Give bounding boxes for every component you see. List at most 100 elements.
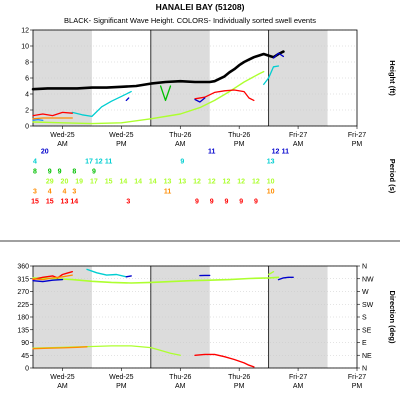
compass-tick-label: NW xyxy=(362,276,374,283)
period-value: 3 xyxy=(72,189,76,196)
x-tick-day: Thu-26 xyxy=(169,132,191,139)
x-tick-ampm: PM xyxy=(234,383,245,390)
series-line-2-1 xyxy=(267,271,275,276)
compass-tick-label: S xyxy=(362,315,367,322)
period-value: 12 xyxy=(237,179,245,186)
period-value: 4 xyxy=(33,159,37,166)
period-value: 12 xyxy=(193,179,201,186)
period-value: 11 xyxy=(208,149,216,156)
period-value: 3 xyxy=(33,189,37,196)
period-value: 17 xyxy=(90,179,98,186)
period-value: 12 xyxy=(272,149,280,156)
x-tick-ampm: AM xyxy=(293,141,304,148)
period-value: 12 xyxy=(95,159,103,166)
period-value: 29 xyxy=(46,179,54,186)
y-tick-label: 0 xyxy=(25,124,29,131)
series-line-2-10 xyxy=(32,346,88,350)
series-line-1-3 xyxy=(263,65,280,86)
y-axis-label: Direction (deg) xyxy=(388,291,397,344)
compass-tick-label: N xyxy=(362,366,367,373)
period-value: 9 xyxy=(58,169,62,176)
period-value: 13 xyxy=(61,199,69,206)
period-value: 9 xyxy=(254,199,258,206)
period-value: 13 xyxy=(267,159,275,166)
x-tick-ampm: AM xyxy=(57,383,68,390)
compass-tick-label: SW xyxy=(362,302,374,309)
period-value: 14 xyxy=(119,179,127,186)
period-value: 14 xyxy=(70,199,78,206)
series-line-1-11 xyxy=(272,52,285,59)
series-line-1-9 xyxy=(194,97,206,103)
y-tick-label: 10 xyxy=(21,44,29,51)
series-line-1-5 xyxy=(32,111,73,117)
period-value: 10 xyxy=(267,179,275,186)
x-tick-day: Fri-27 xyxy=(289,132,307,139)
x-tick-day: Fri-27 xyxy=(289,374,307,381)
series-line-1-8 xyxy=(32,118,44,122)
series-line-1-7 xyxy=(32,117,73,120)
y-tick-label: 360 xyxy=(17,264,29,271)
night-band xyxy=(33,30,92,126)
series-line-1-10 xyxy=(125,97,130,102)
series-line-1-0 xyxy=(31,50,285,91)
compass-tick-label: N xyxy=(362,264,367,271)
compass-tick-label: W xyxy=(362,289,369,296)
period-value: 11 xyxy=(105,159,113,166)
compass-tick-label: NE xyxy=(362,353,372,360)
y-tick-label: 315 xyxy=(17,276,29,283)
series-line-2-4 xyxy=(86,268,128,278)
x-tick-ampm: AM xyxy=(57,141,68,148)
y-tick-label: 180 xyxy=(17,315,29,322)
period-value: 8 xyxy=(33,169,37,176)
x-tick-day: Wed-25 xyxy=(50,132,74,139)
period-value: 15 xyxy=(46,199,54,206)
period-value: 12 xyxy=(208,179,216,186)
x-tick-day: Fri-27 xyxy=(348,374,366,381)
period-value: 12 xyxy=(223,179,231,186)
period-value: 8 xyxy=(72,169,76,176)
y-tick-label: 12 xyxy=(21,28,29,35)
y-tick-label: 225 xyxy=(17,302,29,309)
y-tick-label: 45 xyxy=(21,353,29,360)
period-value: 9 xyxy=(225,199,229,206)
period-value: 17 xyxy=(85,159,93,166)
x-tick-day: Wed-25 xyxy=(109,132,133,139)
x-tick-day: Thu-26 xyxy=(228,132,250,139)
night-band xyxy=(268,30,328,126)
y-tick-label: 90 xyxy=(21,340,29,347)
period-value: 14 xyxy=(149,179,157,186)
y-tick-label: 4 xyxy=(25,92,29,99)
chart-title: HANALEI BAY (51208) xyxy=(155,2,245,12)
x-tick-ampm: PM xyxy=(352,383,363,390)
night-band xyxy=(268,266,328,368)
y-tick-label: 8 xyxy=(25,60,29,67)
period-value: 4 xyxy=(63,189,67,196)
x-tick-day: Fri-27 xyxy=(348,132,366,139)
period-value: 15 xyxy=(31,199,39,206)
period-value: 20 xyxy=(41,149,49,156)
x-tick-ampm: PM xyxy=(234,141,245,148)
x-tick-day: Thu-26 xyxy=(228,374,250,381)
series-line-2-11 xyxy=(194,353,255,368)
x-tick-ampm: PM xyxy=(116,141,127,148)
series-line-2-3 xyxy=(32,274,73,281)
y-tick-label: 135 xyxy=(17,327,29,334)
period-value: 9 xyxy=(239,199,243,206)
period-value: 9 xyxy=(92,169,96,176)
x-tick-day: Thu-26 xyxy=(169,374,191,381)
x-tick-day: Wed-25 xyxy=(109,374,133,381)
y-tick-label: 0 xyxy=(25,366,29,373)
compass-tick-label: E xyxy=(362,340,367,347)
x-tick-ampm: PM xyxy=(352,141,363,148)
period-value: 9 xyxy=(180,159,184,166)
period-value: 13 xyxy=(178,179,186,186)
series-line-2-8 xyxy=(277,276,294,281)
x-tick-ampm: AM xyxy=(175,141,186,148)
period-value: 3 xyxy=(126,199,130,206)
period-label: Period (s) xyxy=(388,159,397,194)
period-value: 14 xyxy=(134,179,142,186)
series-line-2-5 xyxy=(32,278,64,283)
compass-tick-label: SE xyxy=(362,327,372,334)
period-value: 19 xyxy=(75,179,83,186)
